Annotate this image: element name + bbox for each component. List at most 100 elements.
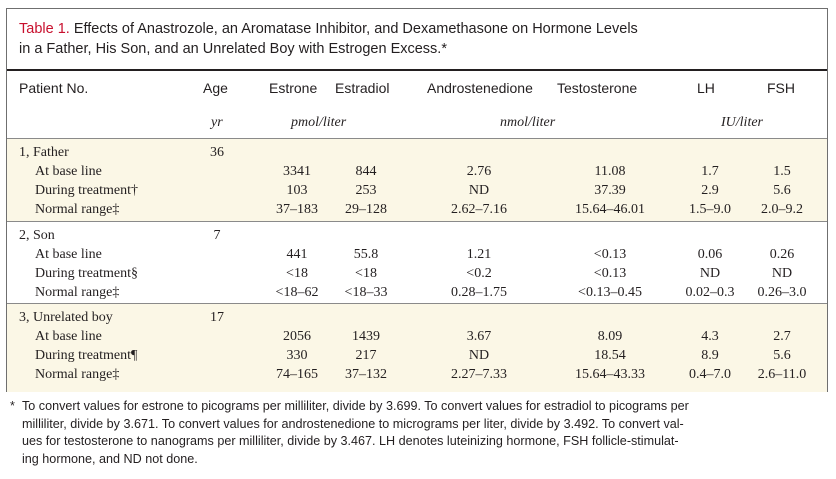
fsh-cell: 5.6: [773, 183, 791, 198]
estrone-cell: 330: [286, 348, 308, 363]
footnote-line-2: milliliter, divide by 3.671. To convert …: [22, 416, 684, 431]
fsh-cell: 1.5: [773, 164, 791, 179]
header-fsh: FSH: [767, 80, 795, 96]
estrone-cell: 74–165: [276, 367, 318, 382]
header-estradiol: Estradiol: [335, 80, 390, 96]
table-caption: Table 1. Effects of Anastrozole, an Arom…: [7, 9, 827, 71]
fsh-cell: 0.26: [769, 247, 795, 262]
testosterone-cell: 15.64–43.33: [575, 367, 645, 382]
lh-cell: ND: [699, 266, 721, 281]
caption-line-1: Table 1. Effects of Anastrozole, an Arom…: [19, 19, 815, 39]
patient-group-son: 2, Son 7 At base line 441 55.8 1.21 <0.1…: [7, 222, 827, 304]
estrone-cell: 441: [286, 247, 308, 262]
header-patient: Patient No.: [19, 80, 89, 96]
table-title-line-2: in a Father, His Son, and an Unrelated B…: [19, 41, 447, 57]
column-header-row: Patient No. Age Estrone Estradiol Andros…: [7, 71, 827, 105]
table-row: At base line 3341 844 2.76 11.08 1.7 1.5: [7, 164, 827, 183]
unit-age: yr: [211, 115, 223, 130]
fsh-cell: 2.7: [773, 329, 791, 344]
row-label: Normal range‡: [35, 285, 120, 300]
fsh-cell: 5.6: [773, 348, 791, 363]
table-row: At base line 2056 1439 3.67 8.09 4.3 2.7: [7, 329, 827, 348]
table-row: During treatment† 103 253 ND 37.39 2.9 5…: [7, 183, 827, 202]
lh-cell: 0.4–7.0: [689, 367, 731, 382]
estrone-cell: 3341: [283, 164, 311, 179]
group-label: 2, Son: [19, 228, 55, 243]
header-lh: LH: [697, 80, 715, 96]
androstenedione-cell: 1.21: [466, 247, 492, 262]
group-label-row: 3, Unrelated boy 17: [7, 310, 827, 329]
table-row: During treatment¶ 330 217 ND 18.54 8.9 5…: [7, 348, 827, 367]
androstenedione-cell: 2.27–7.33: [451, 367, 507, 382]
header-age: Age: [203, 80, 228, 96]
androstenedione-cell: 0.28–1.75: [451, 285, 507, 300]
testosterone-cell: 11.08: [594, 164, 626, 179]
testosterone-cell: <0.13–0.45: [578, 285, 642, 300]
lh-cell: 1.5–9.0: [689, 202, 731, 217]
unit-gonadotropins: IU/liter: [721, 115, 763, 130]
row-label: During treatment¶: [35, 348, 138, 363]
testosterone-cell: 37.39: [594, 183, 626, 198]
footnote-line-4: ing hormone, and ND not done.: [22, 451, 198, 466]
fsh-cell: 0.26–3.0: [757, 285, 807, 300]
estradiol-cell: 253: [355, 183, 377, 198]
table-row: During treatment§ <18 <18 <0.2 <0.13 ND …: [7, 266, 827, 285]
androstenedione-cell: 2.76: [466, 164, 492, 179]
age-cell: 17: [210, 310, 224, 325]
group-label-row: 2, Son 7: [7, 228, 827, 247]
table-row: At base line 441 55.8 1.21 <0.13 0.06 0.…: [7, 247, 827, 266]
androstenedione-cell: 3.67: [466, 329, 492, 344]
table-footnote: * To convert values for estrone to picog…: [10, 398, 828, 468]
estradiol-cell: 844: [355, 164, 377, 179]
androstenedione-cell: ND: [468, 183, 490, 198]
row-label: Normal range‡: [35, 202, 120, 217]
lh-cell: 2.9: [701, 183, 719, 198]
footnote-line-1: To convert values for estrone to picogra…: [22, 399, 689, 413]
lh-cell: 0.06: [697, 247, 723, 262]
table-row: Normal range‡ 74–165 37–132 2.27–7.33 15…: [7, 367, 827, 386]
estrone-cell: <18: [286, 266, 308, 281]
table-frame: Table 1. Effects of Anastrozole, an Arom…: [6, 8, 828, 392]
row-label: Normal range‡: [35, 367, 120, 382]
lh-cell: 0.02–0.3: [685, 285, 735, 300]
estradiol-cell: <18: [355, 266, 377, 281]
row-label: At base line: [35, 329, 102, 344]
estrone-cell: 37–183: [276, 202, 318, 217]
table-title-line-1: Effects of Anastrozole, an Aromatase Inh…: [73, 21, 638, 37]
row-label: During treatment†: [35, 183, 139, 198]
row-label: At base line: [35, 247, 102, 262]
footnote-marker: *: [10, 399, 15, 413]
row-label: At base line: [35, 164, 102, 179]
lh-cell: 4.3: [701, 329, 719, 344]
lh-cell: 8.9: [701, 348, 719, 363]
fsh-cell: 2.0–9.2: [761, 202, 803, 217]
estradiol-cell: 29–128: [345, 202, 387, 217]
unit-androgens: nmol/liter: [500, 115, 556, 130]
androstenedione-cell: <0.2: [466, 266, 492, 281]
age-cell: 36: [210, 145, 224, 160]
header-estrone: Estrone: [269, 80, 318, 96]
table-row: Normal range‡ 37–183 29–128 2.62–7.16 15…: [7, 202, 827, 221]
androstenedione-cell: ND: [468, 348, 490, 363]
row-label: During treatment§: [35, 266, 139, 281]
header-androstenedione: Androstenedione: [427, 80, 533, 96]
group-label-row: 1, Father 36: [7, 145, 827, 164]
estradiol-cell: 217: [355, 348, 377, 363]
estrone-cell: <18–62: [275, 285, 319, 300]
fsh-cell: ND: [771, 266, 793, 281]
table-number: Table 1.: [19, 21, 70, 37]
testosterone-cell: 18.54: [594, 348, 626, 363]
table-row: Normal range‡ <18–62 <18–33 0.28–1.75 <0…: [7, 285, 827, 304]
estradiol-cell: 1439: [352, 329, 380, 344]
units-row: yr pmol/liter nmol/liter IU/liter: [7, 105, 827, 139]
testosterone-cell: 8.09: [597, 329, 623, 344]
footnote-line-3: ues for testosterone to nanograms per mi…: [22, 434, 679, 448]
estrone-cell: 103: [286, 183, 308, 198]
fsh-cell: 2.6–11.0: [757, 367, 807, 382]
group-label: 1, Father: [19, 145, 69, 160]
androstenedione-cell: 2.62–7.16: [451, 202, 507, 217]
header-testosterone: Testosterone: [557, 80, 638, 96]
estradiol-cell: 37–132: [345, 367, 387, 382]
group-label: 3, Unrelated boy: [19, 310, 113, 325]
testosterone-cell: 15.64–46.01: [575, 202, 645, 217]
